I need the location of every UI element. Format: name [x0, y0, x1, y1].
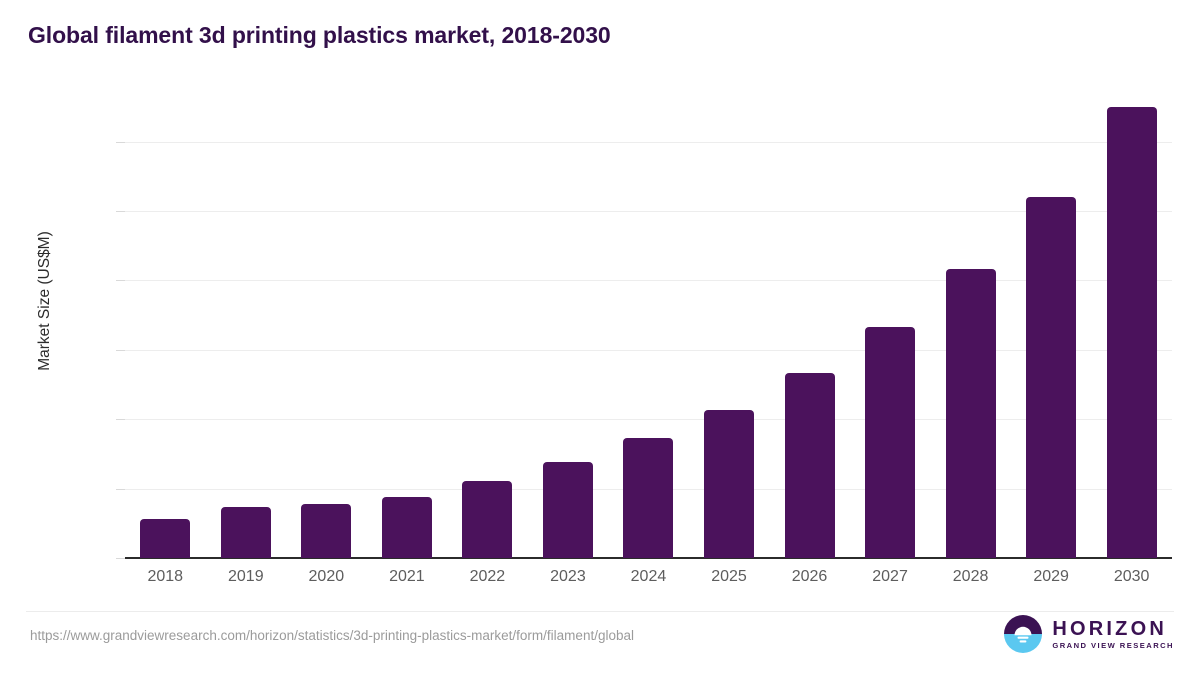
x-tick-label: 2019	[228, 568, 264, 585]
bar[interactable]	[1106, 106, 1157, 558]
x-tick-label: 2028	[952, 568, 989, 585]
x-tick-label: 2024	[630, 568, 667, 585]
y-tick-mark	[116, 211, 125, 213]
gridline	[125, 280, 1172, 282]
horizon-logo-text: HORIZON GRAND VIEW RESEARCH	[1052, 619, 1174, 650]
y-tick-mark	[116, 141, 125, 143]
x-tick-label: 2022	[469, 568, 506, 585]
bar-slot: 2021	[367, 100, 448, 585]
bar[interactable]	[462, 481, 513, 558]
bar[interactable]	[703, 409, 754, 558]
gridline	[125, 349, 1172, 351]
x-tick-label: 2021	[389, 568, 425, 585]
x-tick-label: 2030	[1113, 568, 1150, 585]
horizon-logo-name: HORIZON	[1052, 617, 1167, 640]
gridline	[125, 211, 1172, 213]
bar[interactable]	[784, 373, 835, 558]
bar[interactable]	[623, 437, 674, 558]
x-tick-label: 2025	[711, 568, 747, 585]
x-tick-label: 2018	[147, 568, 184, 585]
bar-slot: 2020	[286, 100, 367, 585]
bar-slot: 2022	[447, 100, 528, 585]
y-tick-mark	[116, 558, 125, 559]
horizon-logo[interactable]: HORIZON GRAND VIEW RESEARCH	[1003, 614, 1174, 654]
y-tick-mark	[116, 280, 125, 282]
bar-slot: 2026	[769, 100, 850, 585]
bar[interactable]	[220, 507, 271, 558]
bar[interactable]	[381, 497, 432, 558]
bar[interactable]	[140, 518, 191, 558]
gridline	[125, 419, 1172, 421]
bar[interactable]	[945, 269, 996, 558]
source-url[interactable]: https://www.grandviewresearch.com/horizo…	[30, 628, 634, 643]
bar-series: 2018 2019 2020 2021 2022 2023 2024 2025 2026 2027…	[125, 100, 1172, 585]
bar-slot: 2030	[1091, 100, 1172, 585]
horizon-mark-icon	[1003, 614, 1043, 654]
x-tick-label: 2020	[308, 568, 345, 585]
bar[interactable]	[1026, 197, 1077, 558]
y-axis-title: Market Size (US$M)	[36, 231, 53, 371]
chart-title: Global filament 3d printing plastics mar…	[28, 22, 611, 48]
bar-slot: 2023	[528, 100, 609, 585]
x-tick-label: 2027	[872, 568, 908, 585]
bar-slot: 2027	[850, 100, 931, 585]
bar-slot: 2025	[689, 100, 770, 585]
x-axis-line	[125, 557, 1172, 559]
y-tick-mark	[116, 419, 125, 421]
bar-slot: 2029	[1011, 100, 1092, 585]
bar[interactable]	[865, 326, 916, 558]
bar-slot: 2028	[930, 100, 1011, 585]
gridline	[125, 141, 1172, 143]
footer-divider	[26, 611, 1174, 612]
y-tick-mark	[116, 488, 125, 490]
y-tick-mark	[116, 349, 125, 351]
x-tick-label: 2023	[550, 568, 586, 585]
bar-slot: 2024	[608, 100, 689, 585]
bar[interactable]	[542, 462, 593, 558]
x-tick-label: 2029	[1033, 568, 1069, 585]
bar-slot: 2019	[206, 100, 287, 585]
horizon-logo-tagline: GRAND VIEW RESEARCH	[1052, 640, 1174, 650]
bar[interactable]	[301, 504, 352, 558]
bar-slot: 2018	[125, 100, 206, 585]
plot-canvas: 050010001500200025003000 201820192020202…	[116, 100, 1172, 585]
x-tick-label: 2026	[791, 568, 828, 585]
